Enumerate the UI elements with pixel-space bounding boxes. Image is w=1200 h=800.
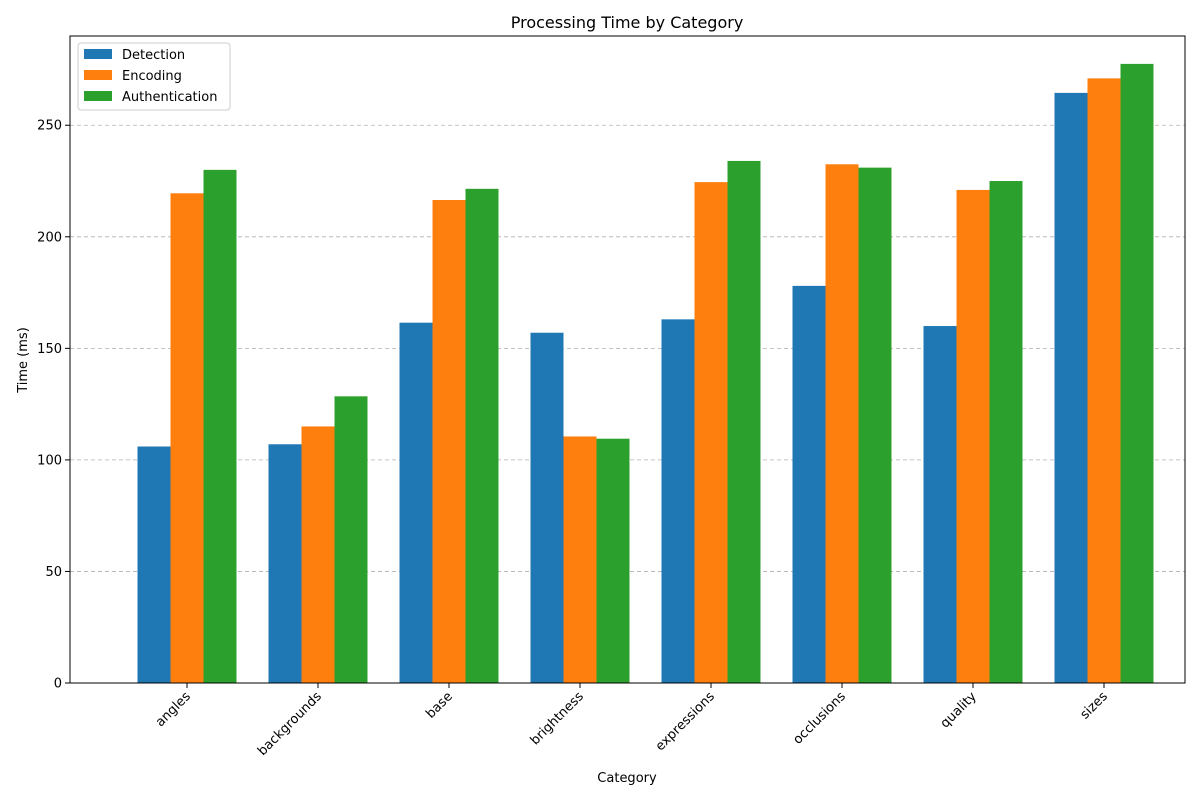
bar-detection-sizes [1054, 92, 1088, 684]
legend-swatch [84, 91, 112, 101]
legend: Detection Encoding Authentication [77, 42, 231, 111]
bar-authentication-quality [989, 181, 1023, 683]
y-tick-label: 0 [54, 677, 62, 692]
x-axis-title: Category [597, 771, 657, 786]
bar-authentication-sizes [1120, 63, 1154, 683]
y-tick-label: 100 [37, 453, 62, 468]
legend-label: Detection [122, 48, 185, 63]
bar-detection-occlusions [792, 285, 826, 683]
y-axis: 0 50 100 150 200 250 [37, 119, 70, 692]
chart-title: Processing Time by Category [511, 13, 744, 32]
grid-lines [70, 124, 1185, 572]
x-tick-label: brightness [528, 689, 587, 748]
x-tick-label: sizes [1078, 689, 1111, 722]
bar-detection-expressions [661, 319, 695, 683]
bar-encoding-backgrounds [301, 426, 335, 683]
legend-swatch [84, 70, 112, 80]
y-tick-label: 50 [45, 565, 62, 580]
x-tick-label: base [423, 689, 456, 722]
x-tick-label: expressions [653, 689, 718, 754]
bar-encoding-quality [956, 189, 990, 683]
bars [137, 63, 1154, 684]
bar-detection-backgrounds [268, 444, 302, 683]
bar-authentication-expressions [727, 160, 761, 683]
x-tick-label: angles [153, 689, 194, 730]
legend-label: Encoding [122, 69, 182, 84]
legend-box [77, 42, 231, 111]
bar-encoding-expressions [694, 182, 728, 683]
y-tick-label: 200 [37, 230, 62, 245]
y-tick-label: 150 [37, 342, 62, 357]
x-axis: angles backgrounds base brightness expressio… [153, 683, 1111, 759]
bar-authentication-brightness [596, 438, 630, 683]
bar-authentication-angles [203, 169, 237, 684]
bar-detection-base [399, 322, 433, 683]
bar-encoding-brightness [563, 436, 597, 683]
y-tick-label: 250 [37, 119, 62, 134]
bar-detection-brightness [530, 332, 564, 683]
bar-authentication-base [465, 188, 499, 683]
bar-encoding-base [432, 199, 466, 684]
bar-authentication-backgrounds [334, 396, 368, 683]
x-tick-label: occlusions [791, 689, 849, 747]
x-tick-label: backgrounds [255, 689, 325, 759]
bar-detection-quality [923, 326, 957, 683]
plot-frame [69, 35, 1186, 684]
x-tick-label: quality [938, 689, 980, 731]
bar-encoding-angles [170, 193, 204, 683]
bar-encoding-sizes [1087, 78, 1121, 684]
y-axis-title: Time (ms) [16, 327, 31, 394]
legend-swatch [84, 49, 112, 59]
bar-encoding-occlusions [825, 164, 859, 683]
bar-authentication-occlusions [858, 167, 892, 683]
bar-detection-angles [137, 446, 171, 683]
legend-label: Authentication [122, 90, 217, 105]
